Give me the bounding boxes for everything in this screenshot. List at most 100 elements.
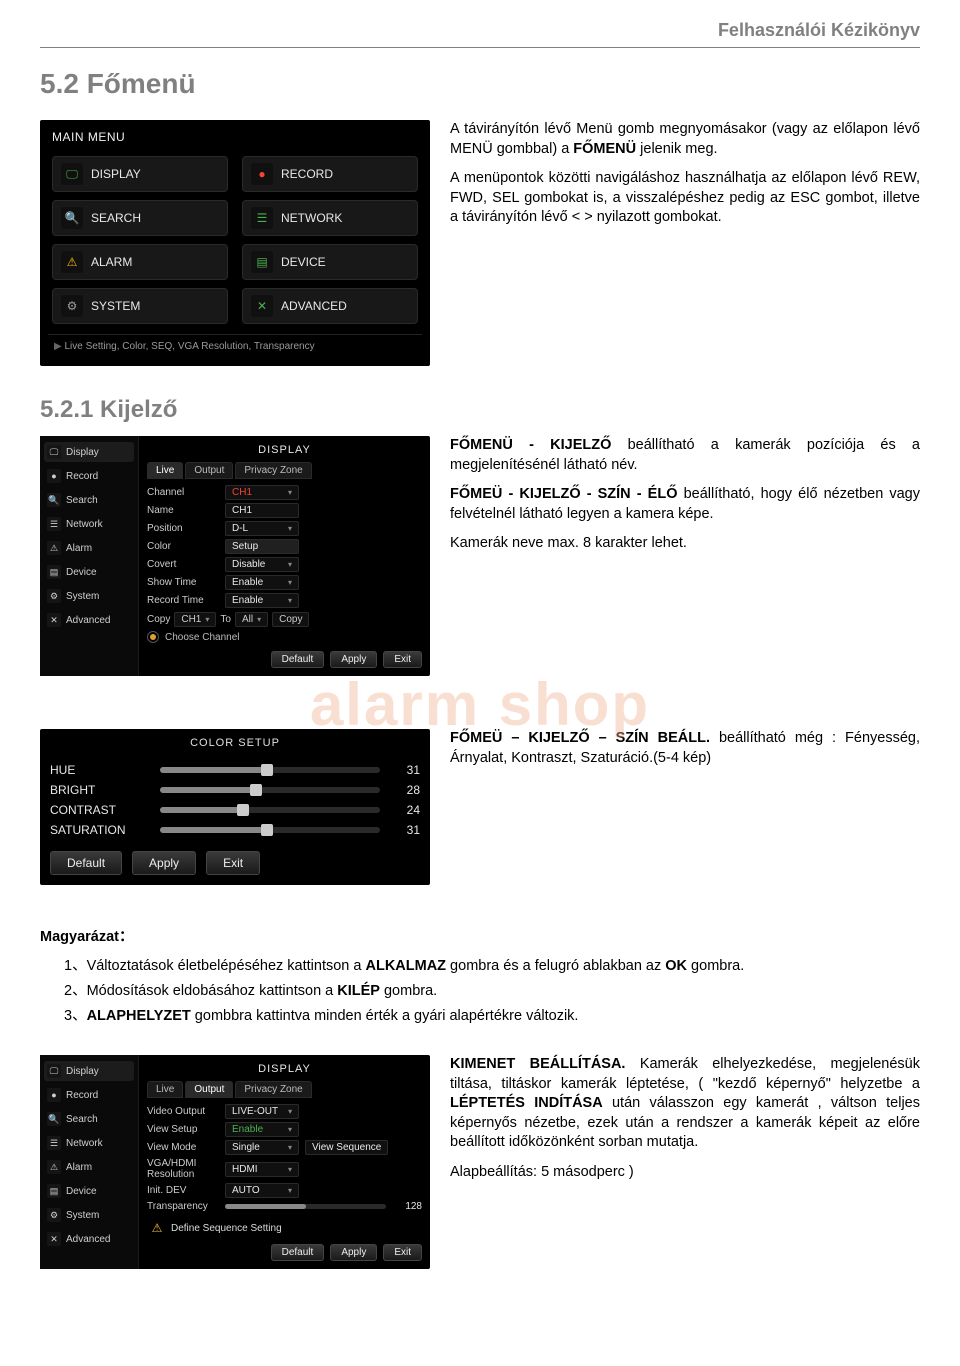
form-row-vga-hdmi-resolution: VGA/HDMI Resolution HDMI: [147, 1158, 422, 1180]
exit-button[interactable]: Exit: [206, 851, 260, 875]
mainmenu-item-system[interactable]: ⚙SYSTEM: [52, 288, 228, 324]
form-value[interactable]: HDMI: [225, 1162, 299, 1177]
default-button[interactable]: Default: [271, 1244, 325, 1261]
system-icon: ⚙: [61, 295, 83, 317]
sidebar-item-record[interactable]: ●Record: [44, 1085, 134, 1105]
mainmenu-item-network[interactable]: ☰NETWORK: [242, 200, 418, 236]
mainmenu-item-advanced[interactable]: ✕ADVANCED: [242, 288, 418, 324]
sidebar-item-label: Search: [66, 1114, 98, 1125]
tab-live[interactable]: Live: [147, 1081, 183, 1098]
choose-channel-radio[interactable]: Choose Channel: [147, 631, 422, 643]
copy-button[interactable]: Copy: [272, 612, 309, 627]
exit-button[interactable]: Exit: [383, 651, 422, 668]
alarm-icon: ⚠: [47, 541, 61, 555]
sidebar-item-search[interactable]: 🔍Search: [44, 490, 134, 510]
form-row-covert: Covert Disable: [147, 557, 422, 572]
mainmenu-item-label: SEARCH: [91, 211, 141, 225]
slider-hue[interactable]: [160, 767, 380, 773]
slider-saturation[interactable]: [160, 827, 380, 833]
slider-value: 31: [390, 763, 420, 777]
sidebar-item-search[interactable]: 🔍Search: [44, 1109, 134, 1129]
sidebar-item-system[interactable]: ⚙System: [44, 586, 134, 606]
form-label: Transparency: [147, 1201, 219, 1212]
view-sequence-button[interactable]: View Sequence: [305, 1140, 388, 1155]
copy-from[interactable]: CH1: [174, 612, 216, 627]
network-icon: ☰: [251, 207, 273, 229]
form-row-view-mode: View Mode Single View Sequence: [147, 1140, 422, 1155]
form-value-channel[interactable]: CH1: [225, 485, 299, 500]
form-value[interactable]: AUTO: [225, 1183, 299, 1198]
form-label: VGA/HDMI Resolution: [147, 1158, 219, 1180]
form-label: Covert: [147, 559, 219, 570]
slider-bright[interactable]: [160, 787, 380, 793]
sidebar-item-record[interactable]: ●Record: [44, 466, 134, 486]
sidebar-item-network[interactable]: ☰Network: [44, 514, 134, 534]
sidebar-item-display[interactable]: 🖵Display: [44, 1061, 134, 1081]
system-icon: ⚙: [47, 589, 61, 603]
default-button[interactable]: Default: [50, 851, 122, 875]
display-icon: 🖵: [61, 163, 83, 185]
mainmenu-item-label: DEVICE: [281, 255, 326, 269]
slider-contrast[interactable]: [160, 807, 380, 813]
advanced-icon: ✕: [47, 1232, 61, 1246]
form-row-position: PositionD-L: [147, 521, 422, 536]
tab-privacy-zone[interactable]: Privacy Zone: [235, 1081, 311, 1098]
search-icon: 🔍: [61, 207, 83, 229]
form-row-transparency: Transparency 128: [147, 1201, 422, 1212]
form-row-record-time: Record TimeEnable: [147, 593, 422, 608]
advanced-icon: ✕: [251, 295, 273, 317]
sidebar-item-device[interactable]: ▤Device: [44, 1181, 134, 1201]
mainmenu-item-display[interactable]: 🖵DISPLAY: [52, 156, 228, 192]
slider-value: 24: [390, 803, 420, 817]
slider-value: 128: [392, 1201, 422, 1212]
sidebar-item-advanced[interactable]: ✕Advanced: [44, 610, 134, 630]
form-value[interactable]: LIVE-OUT: [225, 1104, 299, 1119]
transparency-slider[interactable]: [225, 1204, 386, 1209]
sidebar-item-network[interactable]: ☰Network: [44, 1133, 134, 1153]
form-value[interactable]: Single: [225, 1140, 299, 1155]
apply-button[interactable]: Apply: [132, 851, 196, 875]
sidebar-item-alarm[interactable]: ⚠Alarm: [44, 1157, 134, 1177]
record-icon: ●: [47, 469, 61, 483]
output-settings-panel: 🖵Display ●Record 🔍Search ☰Network ⚠Alarm ▤Dev…: [40, 1055, 430, 1269]
copy-row: Copy CH1 To All Copy: [147, 612, 422, 627]
mainmenu-title: MAIN MENU: [48, 128, 422, 152]
form-value-name[interactable]: CH1: [225, 503, 299, 518]
apply-button[interactable]: Apply: [330, 1244, 377, 1261]
mainmenu-item-device[interactable]: ▤DEVICE: [242, 244, 418, 280]
mainmenu-item-alarm[interactable]: ⚠ALARM: [52, 244, 228, 280]
sidebar-item-alarm[interactable]: ⚠Alarm: [44, 538, 134, 558]
sidebar-item-label: Device: [66, 1186, 97, 1197]
form-value-show-time[interactable]: Enable: [225, 575, 299, 590]
form-value-record-time[interactable]: Enable: [225, 593, 299, 608]
form-row-name: NameCH1: [147, 503, 422, 518]
tab-privacy-zone[interactable]: Privacy Zone: [235, 462, 311, 479]
sidebar-item-device[interactable]: ▤Device: [44, 562, 134, 582]
default-button[interactable]: Default: [271, 651, 325, 668]
subsection-title: 5.2.1 Kijelző: [40, 396, 920, 424]
alarm-icon: ⚠: [61, 251, 83, 273]
form-value-covert[interactable]: Disable: [225, 557, 299, 572]
apply-button[interactable]: Apply: [330, 651, 377, 668]
form-value[interactable]: Enable: [225, 1122, 299, 1137]
tab-output[interactable]: Output: [185, 1081, 233, 1098]
mainmenu-item-search[interactable]: 🔍 SEARCH: [52, 200, 228, 236]
explanation-head: Magyarázat：: [40, 925, 920, 946]
exit-button[interactable]: Exit: [383, 1244, 422, 1261]
sidebar-item-system[interactable]: ⚙System: [44, 1205, 134, 1225]
system-icon: ⚙: [47, 1208, 61, 1222]
sidebar-item-advanced[interactable]: ✕Advanced: [44, 1229, 134, 1249]
slider-row-saturation: SATURATION31: [50, 823, 420, 837]
tab-live[interactable]: Live: [147, 462, 183, 479]
sidebar-item-display[interactable]: 🖵Display: [44, 442, 134, 462]
mainmenu-item-record[interactable]: ●RECORD: [242, 156, 418, 192]
copy-to[interactable]: All: [235, 612, 268, 627]
sidebar-item-label: Alarm: [66, 1162, 92, 1173]
tab-output[interactable]: Output: [185, 462, 233, 479]
form-value-position[interactable]: D-L: [225, 521, 299, 536]
mainmenu-footer: Live Setting, Color, SEQ, VGA Resolution…: [48, 334, 422, 352]
form-label: View Mode: [147, 1142, 219, 1153]
define-sequence[interactable]: ⚠ Define Sequence Setting: [147, 1218, 422, 1238]
slider-value: 31: [390, 823, 420, 837]
form-value-color[interactable]: Setup: [225, 539, 299, 554]
